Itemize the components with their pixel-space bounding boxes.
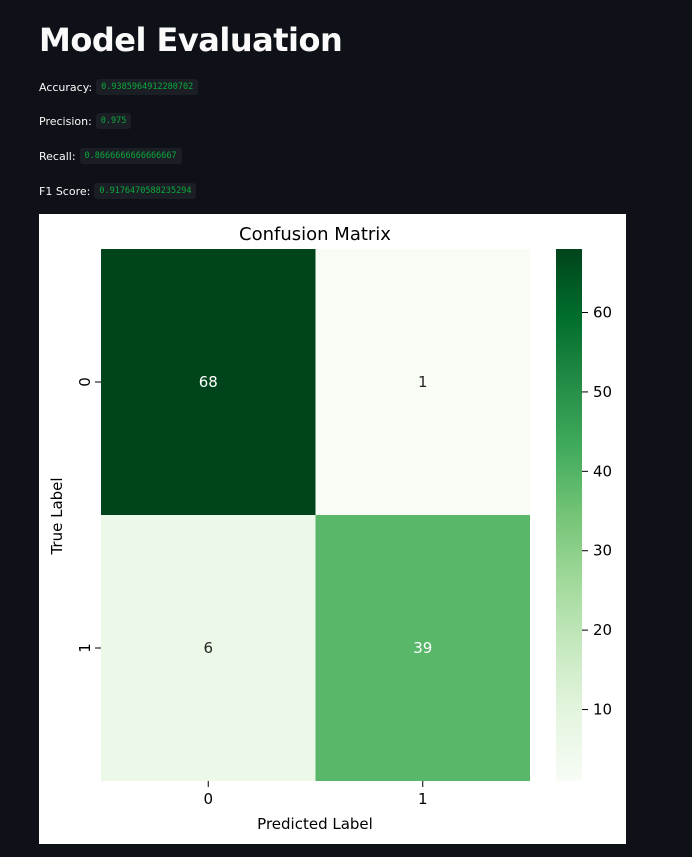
metric-label: Recall:: [39, 149, 76, 163]
metric-accuracy: Accuracy: 0.9385964912280702: [39, 79, 199, 95]
chart-title: Confusion Matrix: [239, 224, 391, 245]
cell-value-label: 6: [203, 639, 213, 657]
cell-value-label: 39: [413, 639, 432, 657]
metric-precision: Precision: 0.975: [39, 113, 132, 129]
confusion-matrix-chart: Confusion Matrix Predicted Label True La…: [48, 224, 612, 833]
x-tick-label: 1: [418, 790, 428, 808]
colorbar: [556, 249, 582, 781]
cell-value-label: 68: [199, 373, 218, 391]
y-tick-label: 0: [76, 377, 94, 387]
metric-value: 0.9385964912280702: [96, 79, 199, 95]
y-axis-label: True Label: [48, 477, 66, 555]
metric-value: 0.8666666666666667: [79, 148, 182, 164]
colorbar-tick-label: 50: [593, 383, 612, 401]
colorbar-tick-label: 60: [593, 304, 612, 322]
y-tick-label: 1: [76, 643, 94, 653]
colorbar-tick-label: 20: [593, 621, 612, 639]
metric-label: Precision:: [39, 114, 92, 128]
colorbar-tick-label: 10: [593, 701, 612, 719]
metric-recall: Recall: 0.8666666666666667: [39, 148, 182, 164]
x-tick-label: 0: [203, 790, 213, 808]
colorbar-tick-label: 30: [593, 542, 612, 560]
cell-value-label: 1: [418, 373, 428, 391]
heatmap-cell: [101, 249, 316, 515]
metric-value: 0.975: [95, 113, 132, 129]
metric-value: 0.9176470588235294: [94, 183, 197, 199]
heatmap-cell: [315, 249, 530, 515]
heatmap-cell: [101, 515, 316, 781]
metric-f1-score: F1 Score: 0.9176470588235294: [39, 183, 197, 199]
metric-label: Accuracy:: [39, 80, 93, 94]
page-title: Model Evaluation: [39, 21, 343, 59]
confusion-matrix-figure: Confusion Matrix Predicted Label True La…: [39, 214, 626, 844]
metric-label: F1 Score:: [39, 184, 91, 198]
x-axis-label: Predicted Label: [257, 815, 373, 833]
colorbar-tick-label: 40: [593, 462, 612, 480]
heatmap-cell: [315, 515, 530, 781]
